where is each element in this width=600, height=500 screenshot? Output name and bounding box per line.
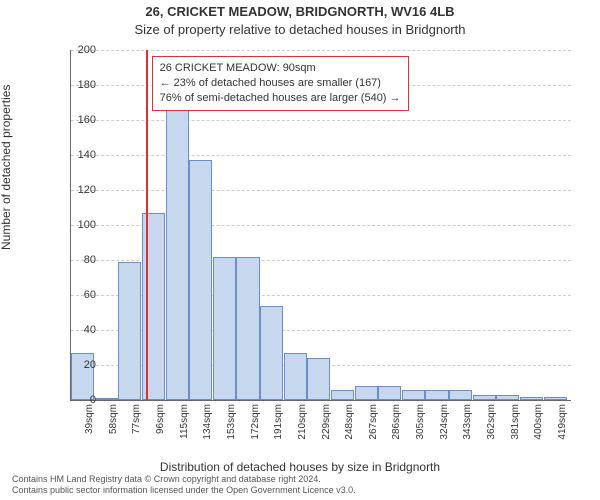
histogram-bar bbox=[95, 398, 118, 400]
histogram-bar bbox=[189, 160, 212, 400]
y-tick: 40 bbox=[56, 324, 96, 336]
histogram-bar bbox=[449, 390, 472, 401]
x-tick: 267sqm bbox=[368, 404, 379, 440]
histogram-bar bbox=[331, 390, 354, 401]
histogram-bar bbox=[378, 386, 401, 400]
y-tick: 60 bbox=[56, 289, 96, 301]
chart-title: 26, CRICKET MEADOW, BRIDGNORTH, WV16 4LB bbox=[0, 4, 600, 19]
x-tick: 172sqm bbox=[250, 404, 261, 440]
x-tick: 58sqm bbox=[108, 404, 119, 434]
x-tick: 381sqm bbox=[510, 404, 521, 440]
histogram-bar bbox=[544, 397, 567, 401]
histogram-bar bbox=[473, 395, 496, 400]
y-tick: 180 bbox=[56, 79, 96, 91]
histogram-bar bbox=[355, 386, 378, 400]
footer-attribution: Contains HM Land Registry data © Crown c… bbox=[12, 474, 588, 497]
y-axis-label: Number of detached properties bbox=[0, 85, 13, 250]
y-tick: 200 bbox=[56, 44, 96, 56]
histogram-plot: 26 CRICKET MEADOW: 90sqm← 23% of detache… bbox=[70, 50, 571, 401]
x-tick: 362sqm bbox=[486, 404, 497, 440]
x-tick: 305sqm bbox=[415, 404, 426, 440]
x-tick: 324sqm bbox=[439, 404, 450, 440]
annotation-box: 26 CRICKET MEADOW: 90sqm← 23% of detache… bbox=[152, 56, 409, 111]
x-tick: 419sqm bbox=[557, 404, 568, 440]
histogram-bar bbox=[284, 353, 307, 400]
annotation-line2: ← 23% of detached houses are smaller (16… bbox=[160, 76, 401, 91]
y-tick: 20 bbox=[56, 359, 96, 371]
reference-marker bbox=[146, 50, 148, 400]
annotation-line1: 26 CRICKET MEADOW: 90sqm bbox=[160, 61, 401, 76]
histogram-bar bbox=[260, 306, 283, 401]
x-tick: 191sqm bbox=[273, 404, 284, 440]
histogram-bar bbox=[118, 262, 141, 400]
annotation-line3: 76% of semi-detached houses are larger (… bbox=[160, 91, 401, 106]
x-tick: 343sqm bbox=[462, 404, 473, 440]
y-tick: 80 bbox=[56, 254, 96, 266]
x-tick: 39sqm bbox=[84, 404, 95, 434]
x-tick: 115sqm bbox=[179, 404, 190, 439]
x-axis-label: Distribution of detached houses by size … bbox=[0, 460, 600, 474]
chart-subtitle: Size of property relative to detached ho… bbox=[0, 22, 600, 37]
histogram-bar bbox=[425, 390, 448, 401]
histogram-bar bbox=[236, 257, 259, 401]
y-tick: 120 bbox=[56, 184, 96, 196]
y-tick: 100 bbox=[56, 219, 96, 231]
footer-line-2: Contains public sector information licen… bbox=[12, 485, 588, 496]
histogram-bar bbox=[402, 390, 425, 401]
x-tick: 286sqm bbox=[391, 404, 402, 440]
x-tick: 153sqm bbox=[226, 404, 237, 440]
histogram-bar bbox=[213, 257, 236, 401]
y-tick: 140 bbox=[56, 149, 96, 161]
x-tick: 210sqm bbox=[297, 404, 308, 440]
x-tick: 229sqm bbox=[321, 404, 332, 440]
x-tick: 400sqm bbox=[533, 404, 544, 440]
x-tick: 77sqm bbox=[131, 404, 142, 434]
y-tick: 160 bbox=[56, 114, 96, 126]
x-tick: 134sqm bbox=[202, 404, 213, 440]
histogram-bar bbox=[520, 397, 543, 401]
histogram-bar bbox=[496, 395, 519, 400]
histogram-bar bbox=[166, 108, 189, 400]
footer-line-1: Contains HM Land Registry data © Crown c… bbox=[12, 474, 588, 485]
x-tick: 248sqm bbox=[344, 404, 355, 440]
histogram-bar bbox=[307, 358, 330, 400]
x-tick: 96sqm bbox=[155, 404, 166, 434]
